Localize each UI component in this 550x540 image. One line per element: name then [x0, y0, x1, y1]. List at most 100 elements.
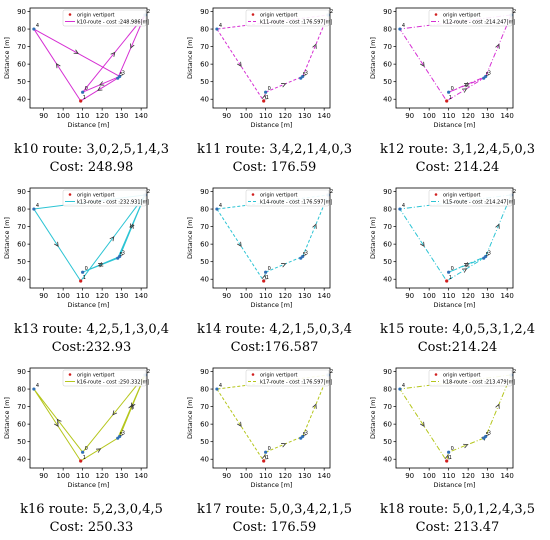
route-caption: k17 route: 5,0,3,4,2,1,5	[196, 502, 353, 517]
vertiport-point	[264, 270, 268, 274]
direction-arrow	[462, 88, 468, 93]
vertiport-point	[215, 387, 219, 391]
legend-origin-marker	[251, 373, 255, 376]
x-tick-label: 120	[461, 472, 474, 480]
x-tick-label: 100	[56, 292, 69, 300]
vertiport-point	[215, 27, 219, 31]
vertiport-label: 0	[85, 446, 88, 452]
direction-arrow	[464, 263, 470, 268]
x-axis-label: Distance [m]	[434, 121, 476, 129]
chart-panel-k11: 90 100 110 120 130 140 40 50 60 70 80 90 Distance [m…	[183, 0, 366, 180]
y-tick-label: 80	[383, 26, 392, 34]
legend-origin-marker	[68, 13, 72, 16]
x-tick-label: 120	[95, 112, 108, 120]
direction-arrow	[420, 421, 425, 428]
x-tick-label: 90	[39, 292, 48, 300]
vertiport-point	[398, 27, 402, 31]
chart-panel-k16: 90 100 110 120 130 140 40 50 60 70 80 90 Distance [m…	[0, 360, 183, 540]
chart-panel-k13: 90 100 110 120 130 140 40 50 60 70 80 90 Distance [m…	[0, 180, 183, 360]
x-axis-label: Distance [m]	[251, 301, 293, 309]
route-caption: k12 route: 3,1,2,4,5,0,3	[379, 142, 536, 157]
cost-caption: Cost:176.587	[230, 340, 319, 355]
plot-frame	[212, 367, 331, 469]
vertiport-label: 1	[449, 455, 452, 461]
x-tick-label: 120	[278, 292, 291, 300]
x-tick-label: 110	[442, 472, 455, 480]
x-axis-label: Distance [m]	[68, 121, 110, 129]
x-axis-label: Distance [m]	[434, 481, 476, 489]
y-tick-label: 70	[383, 403, 392, 411]
vertiport-label: 2	[147, 9, 150, 15]
legend-route-label: k14-route - cost :176.597[m]	[260, 200, 332, 206]
legend-origin-label: origin vertiport	[443, 373, 481, 379]
y-tick-label: 80	[200, 206, 209, 214]
x-tick-label: 100	[422, 472, 435, 480]
x-tick-label: 100	[422, 292, 435, 300]
y-tick-label: 90	[200, 368, 209, 376]
y-tick-label: 50	[17, 78, 26, 86]
y-tick-label: 60	[200, 241, 209, 249]
vertiport-point	[32, 387, 36, 391]
route-line-k15	[399, 194, 512, 282]
x-tick-label: 120	[95, 292, 108, 300]
origin-vertiport-point	[79, 279, 83, 283]
chart-panel-k15: 90 100 110 120 130 140 40 50 60 70 80 90 Distance [m…	[366, 180, 549, 360]
x-tick-label: 120	[461, 292, 474, 300]
x-tick-label: 140	[500, 292, 513, 300]
route-caption: k18 route: 5,0,1,2,4,3,5	[379, 502, 536, 517]
cost-caption: Cost: 248.98	[49, 160, 134, 175]
vertiport-label: 2	[330, 189, 333, 195]
y-tick-label: 50	[200, 78, 209, 86]
vertiport-point	[447, 90, 451, 94]
direction-arrow	[281, 83, 287, 88]
route-line-k14	[216, 194, 329, 283]
cost-caption: Cost: 250.33	[49, 520, 134, 535]
plot-frame	[29, 367, 148, 469]
x-tick-label: 100	[239, 292, 252, 300]
origin-vertiport-point	[445, 459, 449, 463]
direction-arrow	[420, 61, 425, 68]
plot-frame	[395, 187, 514, 289]
x-tick-label: 100	[239, 472, 252, 480]
x-tick-label: 90	[222, 472, 231, 480]
y-tick-label: 80	[17, 206, 26, 214]
vertiport-label: 4	[402, 383, 405, 389]
vertiport-point	[299, 76, 303, 80]
direction-arrow	[98, 263, 104, 268]
vertiport-label: 3	[488, 430, 491, 436]
chart-panel-k18: 90 100 110 120 130 140 40 50 60 70 80 90 Distance [m…	[366, 360, 549, 540]
legend-route-label: k17-route - cost :176.597[m]	[260, 380, 332, 386]
y-tick-label: 40	[17, 276, 26, 284]
route-line-k17	[216, 374, 329, 463]
y-tick-label: 70	[17, 43, 26, 51]
route-caption: k10 route: 3,0,2,5,1,4,3	[13, 142, 170, 157]
chart-panel-k14: 90 100 110 120 130 140 40 50 60 70 80 90 Distance [m…	[183, 180, 366, 360]
legend-route-label: k15-route - cost :214.247[m]	[443, 200, 515, 206]
y-tick-label: 60	[17, 61, 26, 69]
y-tick-label: 50	[383, 258, 392, 266]
origin-vertiport-point	[79, 99, 83, 103]
vertiport-point	[447, 450, 451, 454]
vertiport-label: 0	[268, 86, 271, 92]
y-tick-label: 60	[383, 241, 392, 249]
vertiport-label: 4	[402, 23, 405, 29]
direction-arrow	[73, 49, 79, 54]
vertiport-point	[482, 436, 486, 440]
vertiport-label: 1	[266, 95, 269, 101]
x-tick-label: 90	[222, 292, 231, 300]
vertiport-point	[116, 76, 120, 80]
legend-origin-marker	[434, 13, 438, 16]
direction-arrow	[237, 241, 242, 248]
vertiport-label: 5	[120, 252, 123, 258]
legend-route-label: k10-route - cost :248.986[m]	[77, 20, 149, 26]
y-tick-label: 40	[17, 456, 26, 464]
x-tick-label: 110	[76, 292, 89, 300]
x-tick-label: 90	[405, 112, 414, 120]
direction-arrow	[130, 43, 135, 49]
x-tick-label: 110	[76, 472, 89, 480]
